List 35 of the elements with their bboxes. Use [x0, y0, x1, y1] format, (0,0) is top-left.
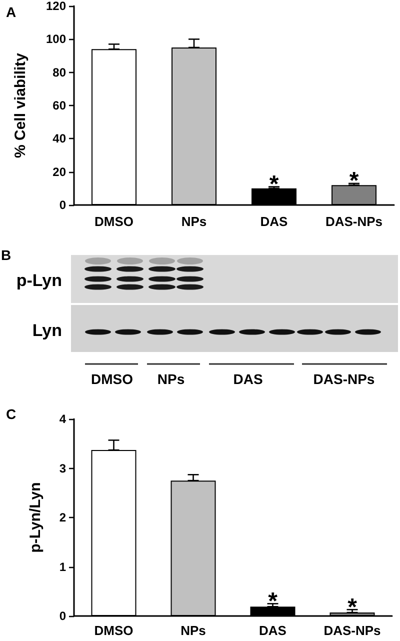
text: Lyn — [32, 320, 62, 340]
text: NPs — [157, 371, 185, 387]
annotation: * — [349, 168, 360, 195]
annotation: * — [348, 594, 358, 621]
y-tick-label: 40 — [52, 132, 66, 146]
y-tick-label: 3 — [59, 461, 66, 476]
text: p-Lyn — [16, 270, 62, 290]
text: B — [1, 247, 12, 263]
x-tick-label: NPs — [181, 214, 207, 229]
y-tick-label: 80 — [52, 65, 66, 80]
y-tick-label: 60 — [52, 98, 66, 112]
x-tick-label: DMSO — [94, 214, 134, 229]
x-tick-label: DAS — [259, 623, 287, 638]
annotation: * — [268, 588, 278, 615]
y-tick-label: 4 — [59, 412, 66, 426]
y-tick-label: 2 — [59, 510, 66, 524]
y-tick-label: 1 — [59, 560, 66, 574]
x-tick-label: DAS-NPs — [325, 214, 383, 229]
text: DMSO — [91, 371, 133, 387]
y-axis-title: p-Lyn/Lyn — [27, 482, 44, 553]
y-tick-label: 0 — [59, 198, 66, 212]
text: DAS-NPs — [313, 371, 375, 387]
y-axis-title: % Cell viability — [12, 52, 29, 158]
y-tick-label: 100 — [46, 32, 66, 46]
x-tick-label: NPs — [180, 623, 206, 638]
x-tick-label: DMSO — [94, 623, 134, 638]
chart-title: C — [6, 406, 16, 422]
text: DAS — [233, 371, 263, 387]
annotation: * — [269, 171, 280, 198]
chart-title: A — [6, 4, 16, 20]
x-tick-label: DAS-NPs — [324, 623, 381, 638]
y-tick-label: 20 — [52, 164, 66, 179]
x-tick-label: DAS — [260, 214, 288, 229]
y-tick-label: 120 — [46, 0, 66, 13]
y-tick-label: 0 — [59, 609, 66, 623]
